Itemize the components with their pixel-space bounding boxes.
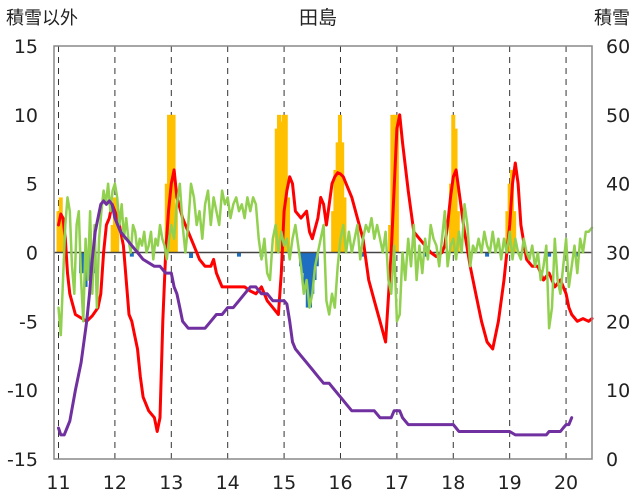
x-tick-label-7: 18 — [441, 472, 465, 494]
y-right-tick-label-3: 30 — [606, 243, 630, 265]
y-left-tick-label-5: 10 — [14, 105, 38, 127]
precip-bar-14 — [281, 114, 286, 253]
snow-change-bar-23 — [575, 252, 580, 257]
precip-bar-3 — [110, 224, 115, 253]
precip-bar-16 — [286, 197, 291, 253]
x-tick-label-8: 19 — [498, 472, 522, 494]
precip-bar-26 — [394, 114, 399, 253]
y-left-tick-label-1: -10 — [7, 380, 38, 402]
precip-bar-29 — [453, 128, 458, 253]
series-line-2 — [57, 199, 574, 437]
precip-bar-9 — [171, 114, 176, 253]
series-lines — [57, 113, 594, 437]
precip-bar-23 — [388, 224, 393, 253]
snow-change-bar-19 — [361, 252, 366, 257]
precip-bar-27 — [449, 183, 454, 253]
x-tick-label-2: 13 — [159, 472, 183, 494]
precip-bar-13 — [279, 121, 284, 253]
plot-frame — [53, 45, 593, 460]
left-axis-label: 積雪以外 — [6, 8, 78, 29]
y-right-tick-label-0: 0 — [606, 449, 618, 471]
snow-change-bar-8 — [189, 252, 194, 259]
precip-bar-17 — [331, 211, 336, 253]
snow-change-bar-4 — [88, 252, 93, 274]
precip-bar-0 — [56, 211, 61, 253]
precip-bar-15 — [283, 114, 288, 253]
precip-bar-31 — [505, 211, 510, 253]
precip-bar-21 — [340, 142, 345, 253]
precip-bar-34 — [512, 211, 517, 253]
x-tick-label-5: 16 — [328, 472, 352, 494]
y-right-tick-label-1: 10 — [606, 380, 630, 402]
precip-bar-7 — [167, 114, 172, 253]
precip-bar-4 — [112, 197, 117, 253]
precip-bar-5 — [115, 211, 120, 253]
y-right-tick-label-4: 40 — [606, 174, 630, 196]
y-right-tick-label-6: 60 — [606, 36, 630, 58]
precip-bar-11 — [274, 128, 279, 253]
series-line-1 — [57, 182, 594, 337]
chart-title: 田島 — [299, 7, 337, 29]
x-tick-label-3: 14 — [216, 472, 240, 494]
y-left-tick-label-2: -5 — [19, 311, 38, 333]
y-left-tick-label-3: 0 — [26, 243, 38, 265]
precip-bar-1 — [58, 197, 63, 253]
precip-bar-20 — [337, 114, 342, 253]
precip-bar-19 — [335, 142, 340, 253]
precip-bar-12 — [277, 114, 282, 253]
precip-bar-18 — [333, 169, 338, 253]
y-left-tick-label-4: 5 — [26, 174, 38, 196]
precip-bar-24 — [390, 114, 395, 253]
snow-change-bar-16 — [310, 252, 315, 294]
series-line-0 — [57, 113, 594, 433]
x-tick-label-1: 12 — [103, 472, 127, 494]
snow-change-bar-15 — [308, 252, 313, 308]
snow-change-bar-1 — [81, 252, 86, 274]
x-tick-label-6: 17 — [385, 472, 409, 494]
snow-change-bar-7 — [129, 252, 134, 257]
y-left-tick-label-6: 15 — [14, 36, 38, 58]
x-tick-label-4: 15 — [272, 472, 296, 494]
y-left-tick-label-0: -15 — [7, 449, 38, 471]
y-right-tick-label-5: 50 — [606, 105, 630, 127]
y-right-tick-label-2: 20 — [606, 311, 630, 333]
tick-labels: 11 12 13 14 15 16 17 18 19 20 -15 -10 -5 0 5 10 15 0 10 20 3… — [7, 36, 630, 494]
snow-change-bar-22 — [547, 252, 552, 257]
snow-change-bar-20 — [423, 252, 428, 257]
precip-bar-2 — [61, 218, 66, 253]
snow-change-bar-21 — [485, 252, 490, 257]
x-tick-label-9: 20 — [554, 472, 578, 494]
x-tick-label-0: 11 — [46, 472, 70, 494]
snow-change-bar-12 — [301, 252, 306, 274]
snow-change-bar-9 — [236, 252, 241, 257]
snow-change-bar-13 — [303, 252, 308, 287]
right-axis-label: 積雪 — [594, 8, 630, 29]
